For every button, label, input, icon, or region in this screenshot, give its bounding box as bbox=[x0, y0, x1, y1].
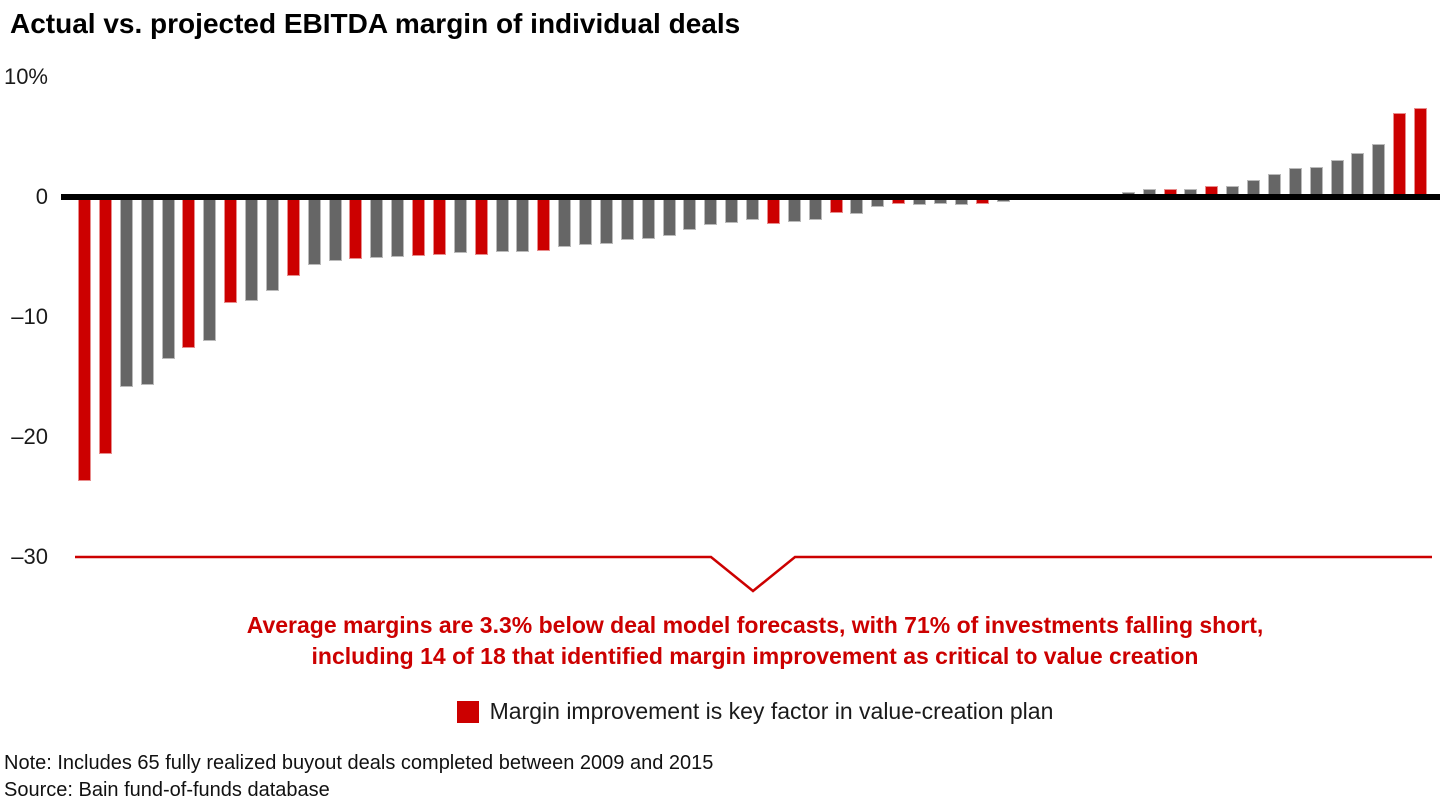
bar-deal bbox=[1351, 153, 1364, 197]
bar-deal bbox=[642, 197, 655, 239]
bar-deal bbox=[621, 197, 634, 240]
callout-line-1: Average margins are 3.3% below deal mode… bbox=[246, 612, 1264, 638]
legend: Margin improvement is key factor in valu… bbox=[70, 698, 1440, 725]
bar-deal bbox=[746, 197, 759, 220]
bar-deal bbox=[120, 197, 133, 387]
bar-deal bbox=[1310, 167, 1323, 197]
bar-deal bbox=[558, 197, 571, 247]
legend-label: Margin improvement is key factor in valu… bbox=[489, 698, 1054, 724]
y-axis-tick-label: 0 bbox=[35, 184, 48, 209]
bar-key-factor-deal bbox=[433, 197, 446, 255]
bar-deal bbox=[516, 197, 529, 252]
bar-deal bbox=[788, 197, 801, 222]
footnote-source: Source: Bain fund-of-funds database bbox=[4, 779, 330, 801]
bar-key-factor-deal bbox=[182, 197, 195, 348]
bar-deal bbox=[203, 197, 216, 341]
bar-deal bbox=[683, 197, 696, 230]
bar-key-factor-deal bbox=[78, 197, 91, 481]
y-axis-tick-label: –20 bbox=[11, 424, 48, 449]
bar-deal bbox=[496, 197, 509, 252]
bar-deal bbox=[391, 197, 404, 257]
footnote-note: Note: Includes 65 fully realized buyout … bbox=[4, 752, 714, 774]
bar-deal bbox=[370, 197, 383, 258]
bar-deal bbox=[663, 197, 676, 236]
callout-line-2: including 14 of 18 that identified margi… bbox=[311, 643, 1199, 669]
bar-key-factor-deal bbox=[99, 197, 112, 454]
y-axis-tick-label: –10 bbox=[11, 304, 48, 329]
zero-axis-line bbox=[61, 194, 1440, 200]
bar-deal bbox=[579, 197, 592, 245]
bar-key-factor-deal bbox=[1393, 113, 1406, 197]
bar-key-factor-deal bbox=[224, 197, 237, 303]
bar-key-factor-deal bbox=[412, 197, 425, 256]
bar-key-factor-deal bbox=[767, 197, 780, 224]
bar-key-factor-deal bbox=[475, 197, 488, 255]
bar-key-factor-deal bbox=[287, 197, 300, 276]
legend-swatch-red bbox=[456, 700, 479, 723]
bar-key-factor-deal bbox=[349, 197, 362, 259]
bar-deal bbox=[704, 197, 717, 225]
callout-text: Average margins are 3.3% below deal mode… bbox=[70, 610, 1440, 672]
chart-title: Actual vs. projected EBITDA margin of in… bbox=[10, 8, 741, 39]
bar-deal bbox=[141, 197, 154, 385]
bar-key-factor-deal bbox=[537, 197, 550, 251]
y-axis-tick-label: –30 bbox=[11, 544, 48, 569]
bar-deal bbox=[245, 197, 258, 301]
y-axis-tick-label: 10% bbox=[3, 64, 48, 89]
bar-deal bbox=[266, 197, 279, 291]
bar-deal bbox=[1331, 160, 1344, 197]
bar-deal bbox=[1289, 168, 1302, 197]
bar-deal bbox=[809, 197, 822, 220]
bar-key-factor-deal bbox=[1414, 108, 1427, 197]
bar-deal bbox=[329, 197, 342, 261]
bar-deal bbox=[308, 197, 321, 265]
bar-deal bbox=[600, 197, 613, 244]
bar-deal bbox=[454, 197, 467, 253]
bar-deal bbox=[162, 197, 175, 359]
footnotes: Note: Includes 65 fully realized buyout … bbox=[4, 750, 713, 804]
bar-deal bbox=[725, 197, 738, 223]
bar-deal bbox=[1372, 144, 1385, 197]
